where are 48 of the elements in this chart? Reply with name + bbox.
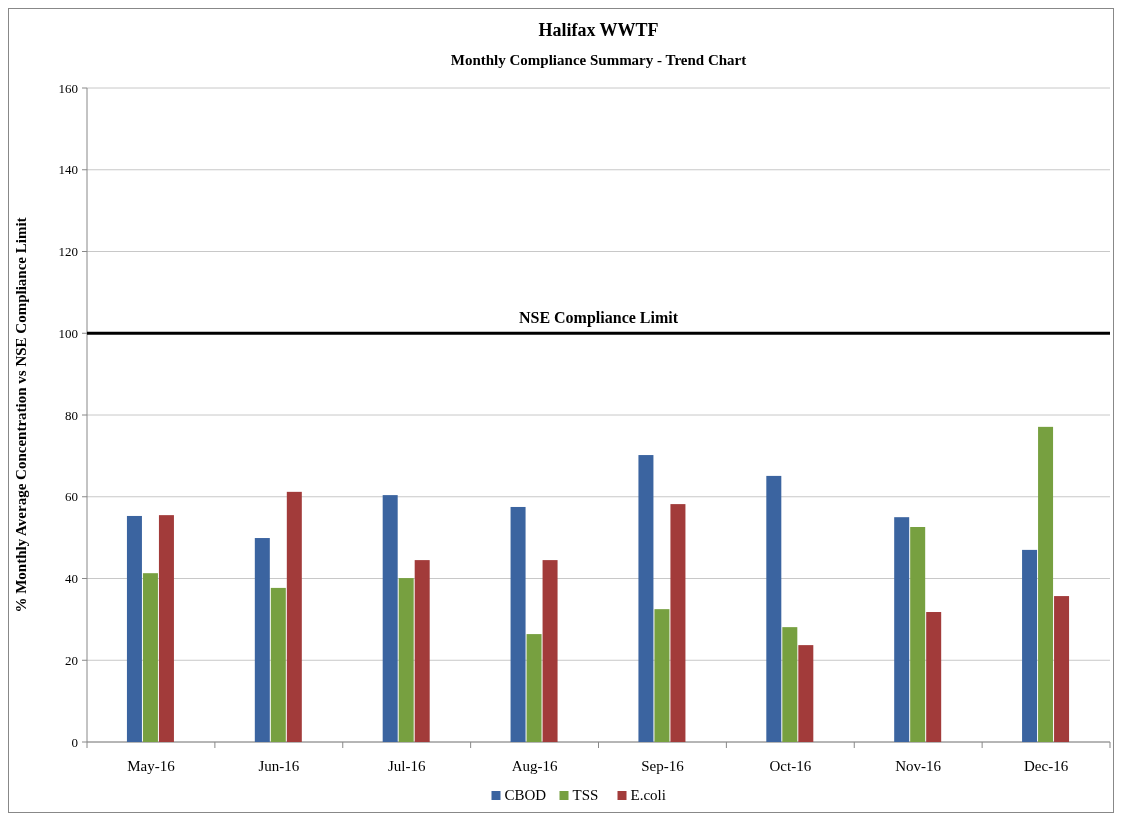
x-tick-label: Jun-16 [258, 758, 300, 774]
y-tick-label: 0 [71, 734, 78, 750]
x-tick-label: Jul-16 [387, 758, 426, 774]
bar [142, 573, 158, 742]
y-tick-label: 160 [58, 80, 78, 96]
y-tick-label: 40 [65, 571, 78, 587]
bar [382, 495, 398, 742]
y-axis-title: % Monthly Average Concentration vs NSE Compliance Limit [13, 217, 29, 613]
x-tick-label: Dec-16 [1023, 758, 1069, 774]
x-tick-label: Nov-16 [895, 758, 942, 774]
chart-title: Halifax WWTF [538, 20, 659, 40]
bar [926, 612, 942, 742]
bar [910, 527, 926, 742]
y-tick-label: 120 [58, 244, 78, 260]
legend-label: E.coli [630, 787, 666, 803]
y-tick-label: 100 [58, 325, 78, 341]
bar [254, 538, 270, 742]
bar [782, 627, 798, 742]
bar [766, 475, 782, 742]
y-tick-label: 60 [65, 489, 78, 505]
x-tick-label: Aug-16 [511, 758, 558, 774]
y-tick-label: 20 [65, 652, 78, 668]
legend-label: TSS [572, 787, 599, 803]
legend-label: CBOD [504, 787, 547, 803]
bar [894, 517, 910, 742]
bar [542, 560, 558, 742]
chart-subtitle: Monthly Compliance Summary - Trend Chart [450, 52, 747, 68]
y-tick-label: 80 [65, 407, 78, 423]
bar [270, 587, 286, 742]
bar [414, 560, 430, 742]
bar [654, 609, 670, 742]
bar [638, 455, 654, 742]
bar [398, 578, 414, 742]
x-tick-label: Sep-16 [641, 758, 685, 774]
bar [510, 506, 526, 742]
x-tick-label: Oct-16 [769, 758, 812, 774]
bar [1022, 549, 1038, 742]
y-tick-label: 140 [58, 162, 78, 178]
bar [526, 634, 542, 742]
ref-line-label: NSE Compliance Limit [518, 309, 679, 328]
bar [1054, 596, 1070, 742]
bar [286, 491, 302, 742]
bar [1038, 426, 1054, 742]
x-tick-label: May-16 [127, 758, 176, 774]
bar [798, 645, 814, 742]
bar [158, 515, 174, 742]
bar [670, 504, 686, 742]
bar [126, 515, 142, 742]
